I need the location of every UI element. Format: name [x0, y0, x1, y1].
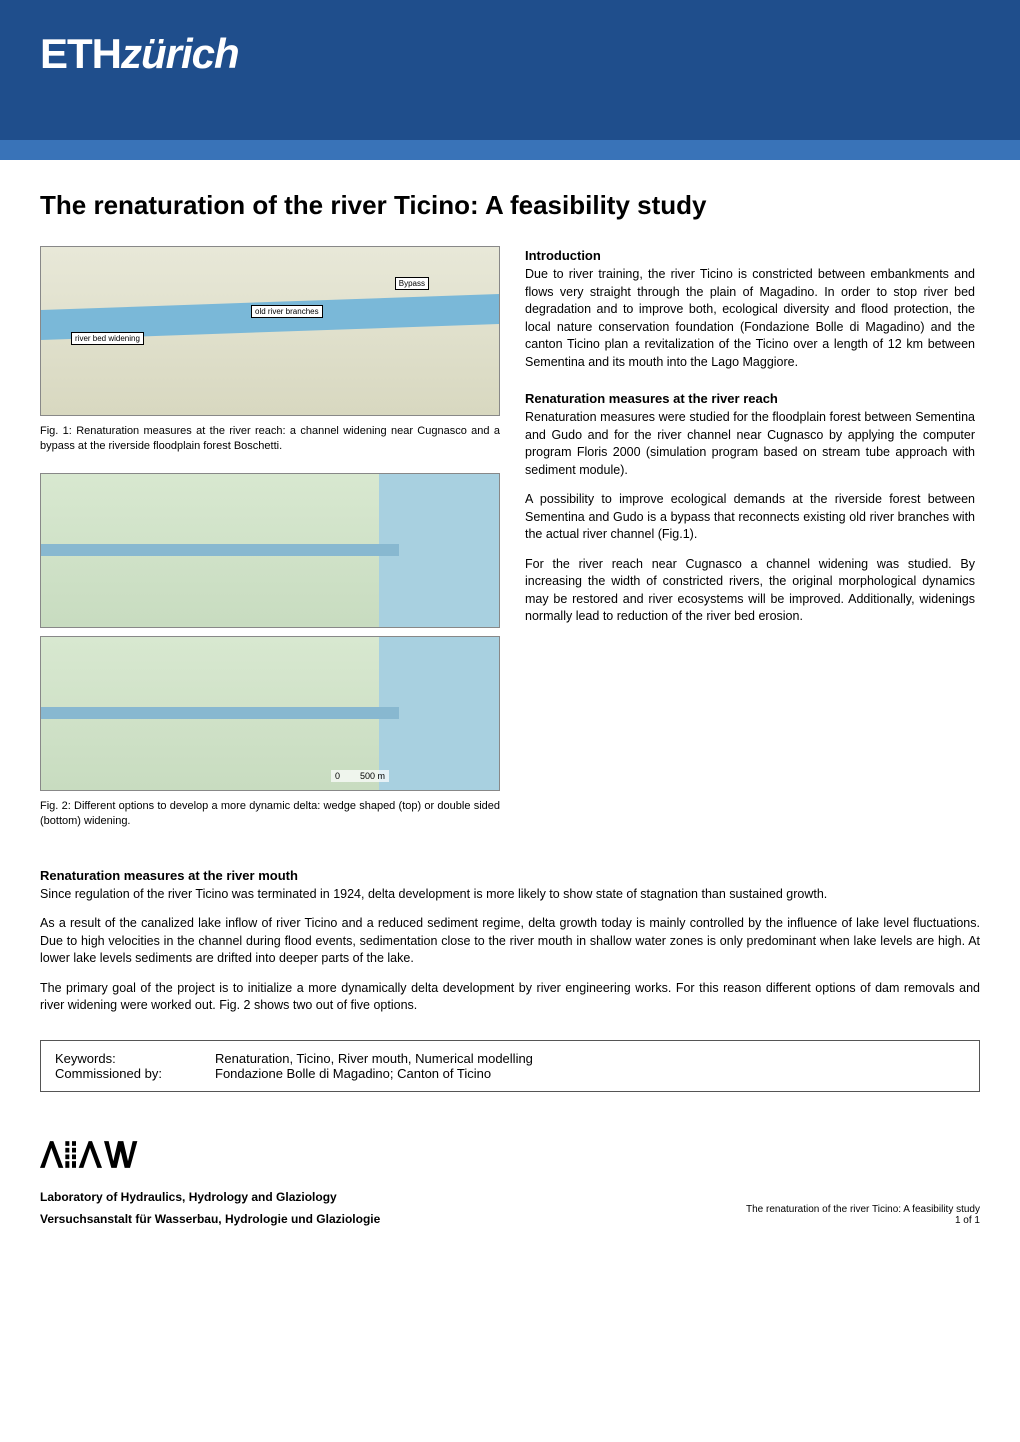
fig2-caption-prefix: Fig. 2: [40, 800, 71, 812]
scale-to: 500 m [360, 771, 385, 781]
commissioned-row: Commissioned by: Fondazione Bolle di Mag… [55, 1066, 965, 1081]
logo-light: zürich [121, 30, 239, 77]
footer-page: 1 of 1 [746, 1215, 980, 1226]
footer-title: The renaturation of the river Ticino: A … [746, 1204, 980, 1215]
keywords-label: Keywords: [55, 1051, 215, 1066]
figure-1: Bypass old river branches river bed wide… [40, 246, 500, 416]
metadata-box: Keywords: Renaturation, Ticino, River mo… [40, 1040, 980, 1092]
two-column-layout: Bypass old river branches river bed wide… [40, 246, 980, 848]
intro-heading: Introduction [525, 248, 975, 263]
map-label-widening: river bed widening [71, 332, 144, 345]
figure-1-caption: Fig. 1: Renaturation measures at the riv… [40, 424, 500, 455]
figure-2-top [40, 473, 500, 628]
footer-line-2: Versuchsanstalt für Wasserbau, Hydrologi… [40, 1212, 380, 1226]
eth-logo: ETHzürich [40, 30, 239, 78]
logo-bold: ETH [40, 30, 121, 77]
intro-body: Due to river training, the river Ticino … [525, 266, 975, 371]
reach-body-1: Renaturation measures were studied for t… [525, 409, 975, 479]
keywords-value: Renaturation, Ticino, River mouth, Numer… [215, 1051, 533, 1066]
mouth-heading: Renaturation measures at the river mouth [40, 868, 980, 883]
footer-line-1: Laboratory of Hydraulics, Hydrology and … [40, 1190, 380, 1204]
reach-body-2: A possibility to improve ecological dema… [525, 491, 975, 544]
fig2-caption-text: Different options to develop a more dyna… [40, 800, 500, 827]
reach-body-3: For the river reach near Cugnasco a chan… [525, 556, 975, 626]
left-column: Bypass old river branches river bed wide… [40, 246, 500, 848]
footer-left: Laboratory of Hydraulics, Hydrology and … [40, 1132, 380, 1226]
header-accent-bar [0, 140, 1020, 160]
footer-right: The renaturation of the river Ticino: A … [746, 1204, 980, 1226]
keywords-row: Keywords: Renaturation, Ticino, River mo… [55, 1051, 965, 1066]
commissioned-value: Fondazione Bolle di Magadino; Canton of … [215, 1066, 491, 1081]
mouth-body-3: The primary goal of the project is to in… [40, 980, 980, 1015]
page-title: The renaturation of the river Ticino: A … [40, 190, 980, 221]
reach-heading: Renaturation measures at the river reach [525, 391, 975, 406]
scale-bar: 0 500 m [331, 770, 389, 782]
fig1-caption-prefix: Fig. 1: [40, 425, 72, 437]
mouth-body-2: As a result of the canalized lake inflow… [40, 915, 980, 968]
scale-from: 0 [335, 771, 340, 781]
mouth-section: Renaturation measures at the river mouth… [40, 868, 980, 1015]
river-line-graphic [41, 544, 399, 556]
right-column: Introduction Due to river training, the … [525, 246, 975, 848]
fig1-caption-text: Renaturation measures at the river reach… [40, 425, 500, 452]
figure-2-caption: Fig. 2: Different options to develop a m… [40, 799, 500, 830]
page-footer: Laboratory of Hydraulics, Hydrology and … [0, 1112, 1020, 1246]
header-bar: ETHzürich [0, 0, 1020, 140]
commissioned-label: Commissioned by: [55, 1066, 215, 1081]
mouth-body-1: Since regulation of the river Ticino was… [40, 886, 980, 904]
vaw-logo-icon [40, 1132, 380, 1182]
map-label-branches: old river branches [251, 305, 323, 318]
river-line-graphic [41, 707, 399, 719]
figure-2-bottom: 0 500 m [40, 636, 500, 791]
map-label-bypass: Bypass [395, 277, 429, 290]
content-area: The renaturation of the river Ticino: A … [0, 160, 1020, 1112]
